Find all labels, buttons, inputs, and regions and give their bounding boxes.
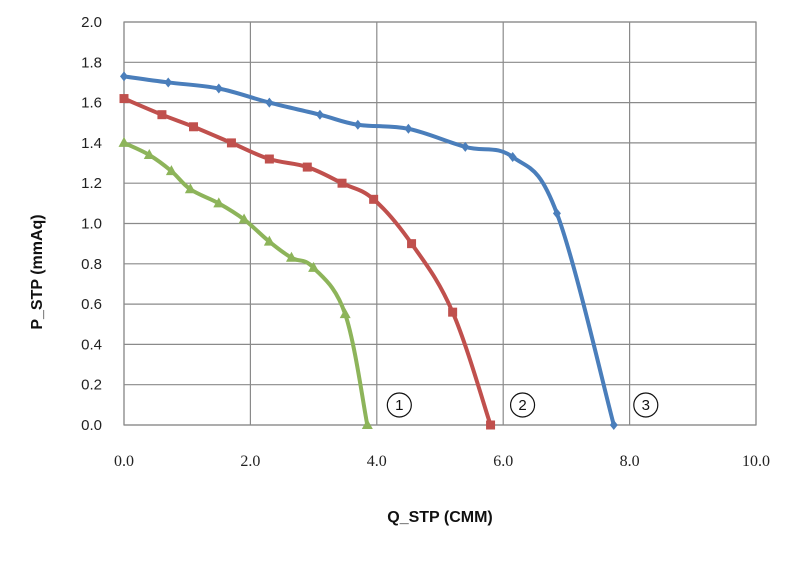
y-tick-label: 1.6 [81,95,102,112]
x-tick-label: 6.0 [493,453,513,470]
y-tick-label: 2.0 [81,14,102,31]
series-2-point [264,154,274,164]
x-tick-label: 10.0 [742,453,770,470]
series-1-point [238,213,250,224]
plot-area-border [123,21,757,426]
series-2-point [486,420,496,430]
series-line-1 [122,140,370,427]
series-1-point [263,235,275,246]
x-tick-label: 4.0 [367,453,387,470]
series-2-point [157,110,167,120]
x-axis-title: Q_STP (CMM) [387,509,492,526]
series-2-point [302,162,312,172]
y-tick-label: 1.4 [81,135,102,152]
chart-series [118,71,618,430]
curve-labels: 1 2 3 [386,392,659,418]
x-tick-label: 2.0 [240,453,260,470]
series-2-point [189,122,199,132]
series-3-point [609,420,618,430]
series-3-point [164,77,173,88]
series-3-point [508,152,517,163]
series-1-point [118,136,130,147]
x-tick-label: 8.0 [620,453,640,470]
y-tick-label: 0.4 [81,336,102,353]
series-2-point [119,94,129,104]
curve-label-circle-1 [386,392,412,418]
series-3-point [214,83,223,94]
y-tick-label: 0.0 [81,417,102,434]
y-tick-label: 1.8 [81,54,102,71]
series-3-point [461,141,470,152]
x-tick-label: 0.0 [114,453,134,470]
series-2-point [226,138,236,148]
series-2-point [448,307,458,317]
curve-label-2: 2 [518,397,526,414]
series-1-point [339,308,351,319]
y-tick-label: 0.2 [81,377,102,394]
series-1-point [308,261,320,272]
chart-grid [123,21,757,426]
series-3-point [120,71,128,82]
series-line-2 [122,96,493,427]
y-tick-label: 0.8 [81,256,102,273]
series-1-point [184,183,196,194]
curve-label-circle-3 [633,392,659,418]
series-1-point [361,419,373,429]
x-axis-ticks: 0.0 2.0 4.0 6.0 8.0 10.0 [114,453,770,470]
series-1-point [213,197,225,208]
series-1-point [143,148,155,159]
series-3-point [353,119,362,130]
series-2-point [337,178,347,188]
series-2-point [407,239,417,249]
y-axis-ticks: 0.0 0.2 0.4 0.6 0.8 1.0 1.2 1.4 1.6 1.8 2.0 [81,14,102,434]
series-1-point [165,165,177,176]
y-tick-label: 0.6 [81,296,102,313]
series-3-point [315,109,324,120]
series-3-point [265,97,274,108]
y-tick-label: 1.2 [81,175,102,192]
curve-label-1: 1 [395,397,403,414]
series-1-point [285,251,297,262]
series-2-point [369,194,379,204]
y-tick-label: 1.0 [81,216,102,233]
series-3-point [552,208,561,219]
series-3-point [404,123,413,134]
curve-label-3: 3 [642,397,650,414]
y-axis-title: P_STP (mmAq) [29,214,46,329]
curve-label-circle-2 [509,392,536,418]
